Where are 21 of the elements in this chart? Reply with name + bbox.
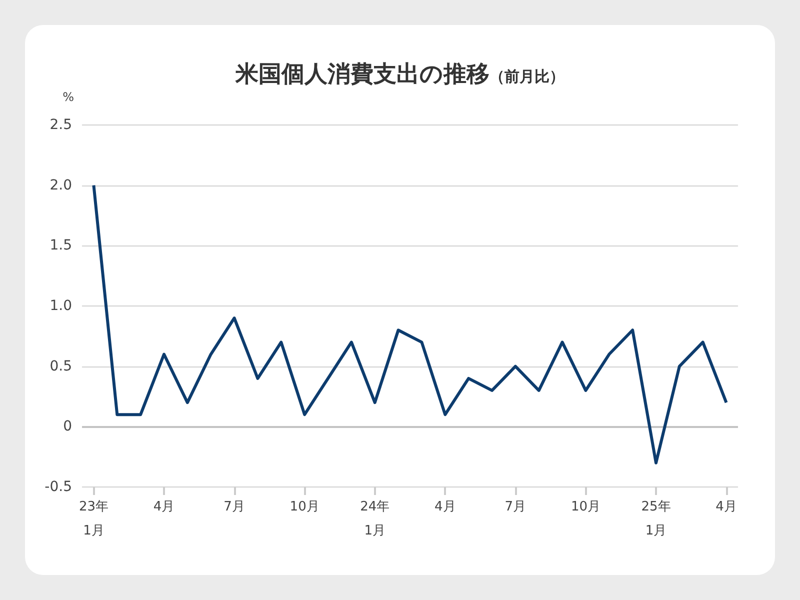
y-tick-label: 2.0 [50,177,72,194]
y-axis-title: % [62,90,74,104]
y-tick-label: 0 [63,418,72,435]
y-tick-label: 1.0 [50,298,72,314]
y-tick-label: 1.5 [50,238,72,254]
x-tick-label: 10月 [290,500,320,514]
y-tick-label: 2.5 [50,117,72,133]
chart-title: 米国個人消費支出の推移 [234,62,490,88]
x-tick-label: 4月 [153,500,175,514]
x-tick-label: 23年 1月 [78,500,108,538]
line-series [92,184,728,464]
x-tick-label: 4月 [434,500,456,514]
chart-subtitle: （前月比） [490,68,564,86]
y-tick-label: 0.5 [50,358,72,374]
x-tick-label: 10月 [570,500,600,514]
x-tick-label: 4月 [716,500,737,514]
y-tick-label: -0.5 [44,479,72,495]
x-tick-label: 7月 [504,500,526,514]
x-tick-label: 25年 1月 [641,500,671,538]
x-tick-label: 7月 [224,500,245,514]
x-tick-label: 24年 1月 [360,500,390,538]
